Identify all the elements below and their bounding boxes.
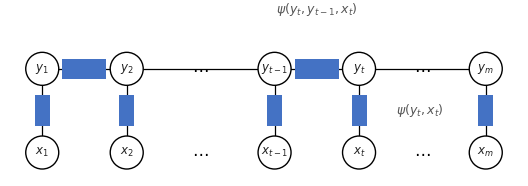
Text: $y_1$: $y_1$ [35,62,49,76]
Text: $\cdots$: $\cdots$ [414,144,431,161]
Circle shape [258,136,291,169]
Text: $\psi(y_t, x_t)$: $\psi(y_t, x_t)$ [397,102,444,119]
FancyBboxPatch shape [35,95,50,126]
Text: $\cdots$: $\cdots$ [192,144,209,161]
Text: $x_2$: $x_2$ [120,146,134,159]
Text: $x_1$: $x_1$ [35,146,49,159]
Text: $\cdots$: $\cdots$ [414,60,431,78]
Circle shape [343,136,375,169]
Text: $\psi(y_t, y_{t-1}, x_t)$: $\psi(y_t, y_{t-1}, x_t)$ [276,1,357,18]
FancyBboxPatch shape [478,95,493,126]
FancyBboxPatch shape [62,59,107,79]
FancyBboxPatch shape [352,95,366,126]
Text: $\cdots$: $\cdots$ [192,60,209,78]
Circle shape [26,136,59,169]
Text: $y_t$: $y_t$ [353,62,365,76]
Circle shape [110,52,143,85]
Circle shape [110,136,143,169]
Circle shape [469,52,502,85]
FancyBboxPatch shape [267,95,282,126]
FancyBboxPatch shape [295,59,339,79]
Text: $y_2$: $y_2$ [120,62,134,76]
FancyBboxPatch shape [119,95,134,126]
Circle shape [26,52,59,85]
Text: $x_t$: $x_t$ [353,146,365,159]
Text: $x_{t-1}$: $x_{t-1}$ [261,146,288,159]
Circle shape [343,52,375,85]
Text: $x_m$: $x_m$ [477,146,494,159]
Text: $y_m$: $y_m$ [477,62,494,76]
Circle shape [258,52,291,85]
Circle shape [469,136,502,169]
Text: $y_{t-1}$: $y_{t-1}$ [261,62,288,76]
